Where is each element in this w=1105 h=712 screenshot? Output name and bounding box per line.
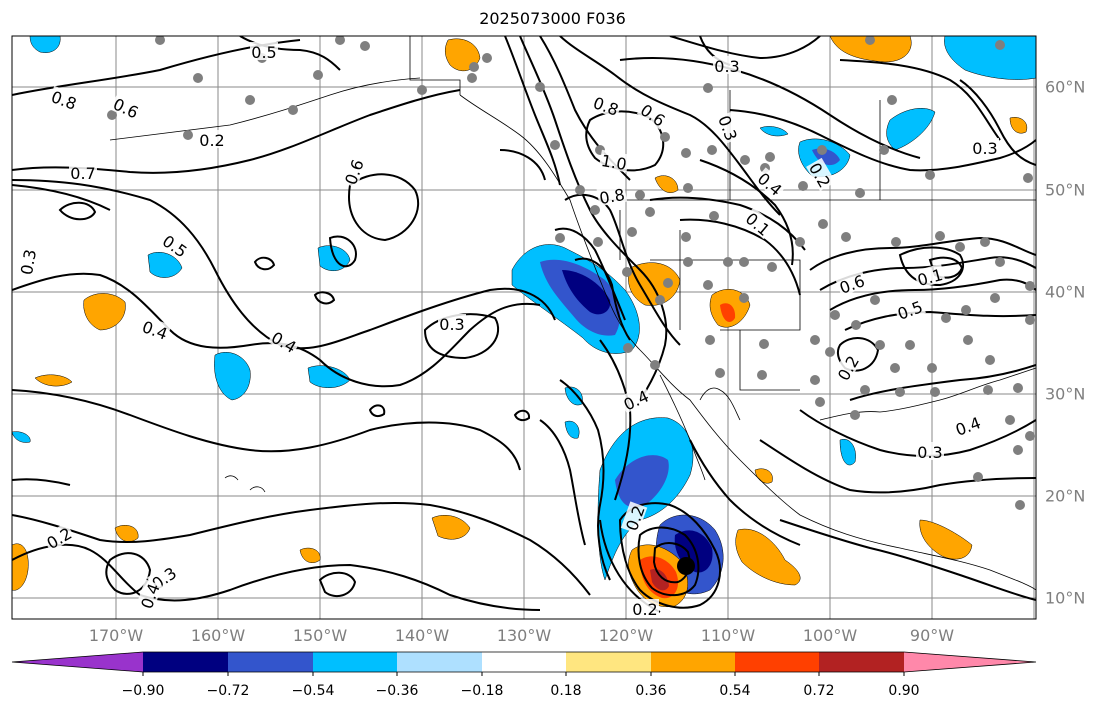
contour-label-bg: [596, 183, 628, 207]
contour-label-bg: [806, 157, 836, 192]
longitude-label: 140°W: [394, 626, 450, 645]
colorbar-segment: [143, 652, 228, 672]
contour-label: 0.2: [199, 131, 224, 150]
latitude-label: 60°N: [1045, 77, 1086, 97]
colorbar-segment: [12, 652, 143, 672]
contour-label-bg: [48, 85, 81, 113]
contour-label-bg: [250, 42, 278, 60]
contour-label: 0.3: [714, 57, 739, 76]
colorbar-segment: [651, 652, 735, 672]
contour-label-bg: [742, 207, 776, 240]
colorbar-tick-label: −0.90: [121, 683, 165, 699]
contour-label: 0.3: [917, 443, 942, 462]
contour-label: 1.0: [600, 151, 628, 174]
latitude-label: 30°N: [1045, 384, 1086, 404]
contour-label: 0.3: [972, 139, 997, 158]
colorbar-tick-label: 0.18: [550, 683, 582, 699]
contour-label: 0.3: [17, 248, 40, 276]
contour-label-bg: [109, 93, 143, 122]
contour-label-bg: [438, 314, 466, 332]
contour-label-bg: [69, 163, 97, 181]
longitude-label: 90°W: [909, 626, 955, 645]
latitude-label: 10°N: [1045, 588, 1086, 608]
colorbar-tick-label: 0.72: [803, 683, 835, 699]
latitude-label: 20°N: [1045, 486, 1086, 506]
colorbar-tick-label: 0.54: [719, 683, 751, 699]
contour-label-bg: [916, 442, 944, 460]
contour-label-bg: [893, 295, 926, 323]
contour-label-bg: [339, 155, 367, 188]
contour-label-bg: [590, 91, 623, 119]
latitude-label: 40°N: [1045, 282, 1086, 302]
contour-label-bg: [835, 269, 868, 297]
contour-label-bg: [636, 98, 671, 130]
contour-label: 0.8: [598, 185, 626, 208]
contour-label-bg: [713, 56, 741, 74]
contour-label-bg: [715, 111, 743, 144]
colorbar-segment: [904, 652, 1036, 672]
station-markers: [107, 36, 1035, 510]
contour-label-bg: [135, 579, 163, 612]
contour-label-bg: [754, 167, 788, 200]
contour-label: 0.2: [632, 600, 657, 619]
longitude-label: 170°W: [88, 626, 144, 645]
colorbar-tick-label: −0.18: [460, 683, 504, 699]
contour-label-bg: [598, 149, 630, 173]
contour-label-bg: [158, 229, 193, 261]
map-title: 2025073000 F036: [479, 9, 626, 28]
contour-label-bg: [41, 522, 76, 552]
contour-label-bg: [631, 599, 659, 617]
contour-label-bg: [267, 326, 302, 356]
colorbar-tick-label: −0.54: [291, 683, 335, 699]
contour-label-bg: [951, 411, 984, 439]
contour-label: 0.5: [251, 43, 276, 62]
contour-label-bg: [913, 263, 946, 289]
longitude-label: 150°W: [292, 626, 348, 645]
colorbar-segment: [482, 652, 566, 672]
colorbar-tick-label: 0.36: [635, 683, 667, 699]
contour-label: 0.3: [439, 315, 464, 334]
storm-center-marker: [677, 557, 695, 575]
contour-label-bg: [619, 385, 653, 414]
contour-label-bg: [139, 315, 172, 343]
colorbar-tick-label: −0.36: [375, 683, 419, 699]
longitude-label: 110°W: [700, 626, 756, 645]
contour-label-bg: [620, 501, 648, 534]
longitude-label: 120°W: [598, 626, 654, 645]
longitude-label: 160°W: [190, 626, 246, 645]
longitude-label: 130°W: [496, 626, 552, 645]
map-frame: [11, 35, 1037, 620]
colorbar-segment: [819, 652, 904, 672]
colorbar-segment: [566, 652, 651, 672]
colorbar-segment: [228, 652, 313, 672]
contour-label: 0.7: [70, 164, 95, 183]
latitude-label: 50°N: [1045, 180, 1086, 200]
colorbar-segment: [397, 652, 482, 672]
contour-label-bg: [198, 130, 226, 148]
colorbar-tick-label: 0.90: [888, 683, 920, 699]
colorbar-segment: [313, 652, 397, 672]
contour-label-bg: [15, 246, 39, 278]
colorbar-segment: [735, 652, 819, 672]
longitude-label: 100°W: [802, 626, 858, 645]
contour-label-bg: [971, 138, 999, 156]
colorbar-tick-label: −0.72: [206, 683, 250, 699]
contour-label-bg: [832, 350, 862, 385]
